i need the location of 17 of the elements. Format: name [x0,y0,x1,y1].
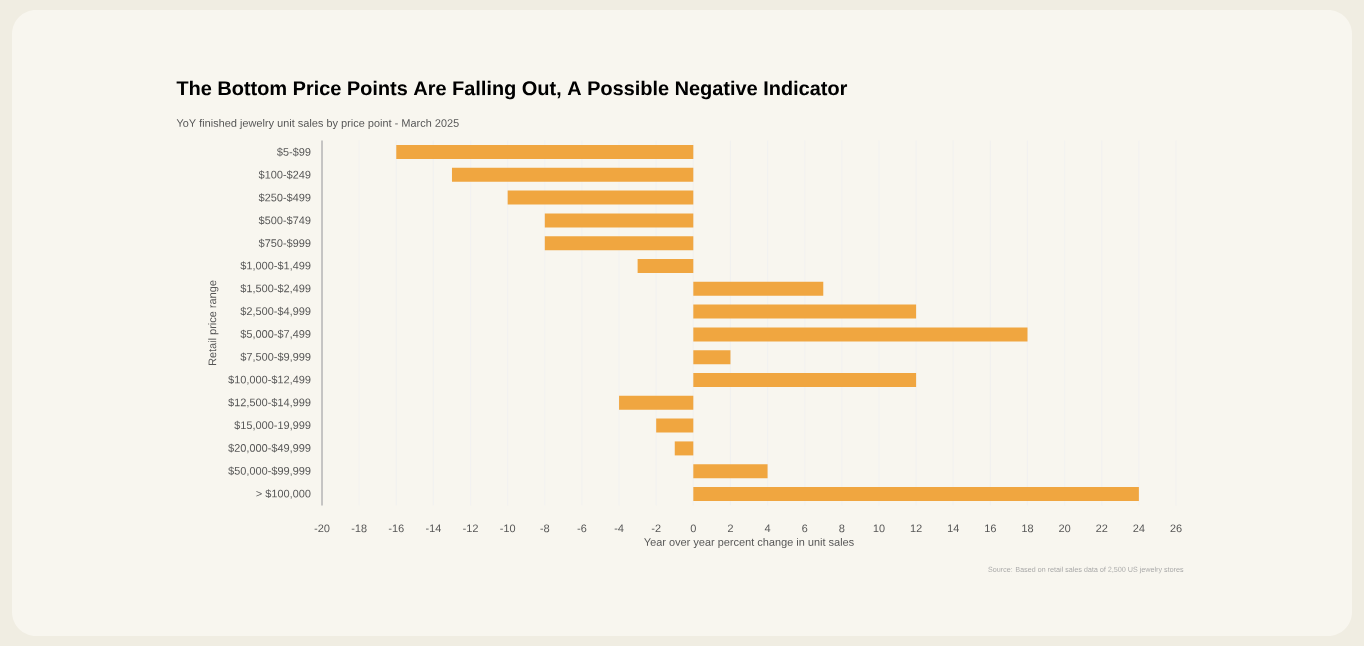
bar [507,190,694,205]
bar [693,327,1028,342]
bar [544,236,694,251]
bar [693,464,768,479]
chart-title: The Bottom Price Points Are Falling Out, A Possible Negative Indicator [176,80,848,100]
bar [693,350,731,365]
bar [396,145,694,160]
bar [544,213,694,228]
bar [693,487,1139,502]
bar [693,281,824,296]
bar [619,395,694,410]
bar [451,167,694,182]
bar [637,259,694,274]
bar [693,373,917,388]
bar [656,418,694,433]
bar [674,441,694,456]
bar [693,304,917,319]
